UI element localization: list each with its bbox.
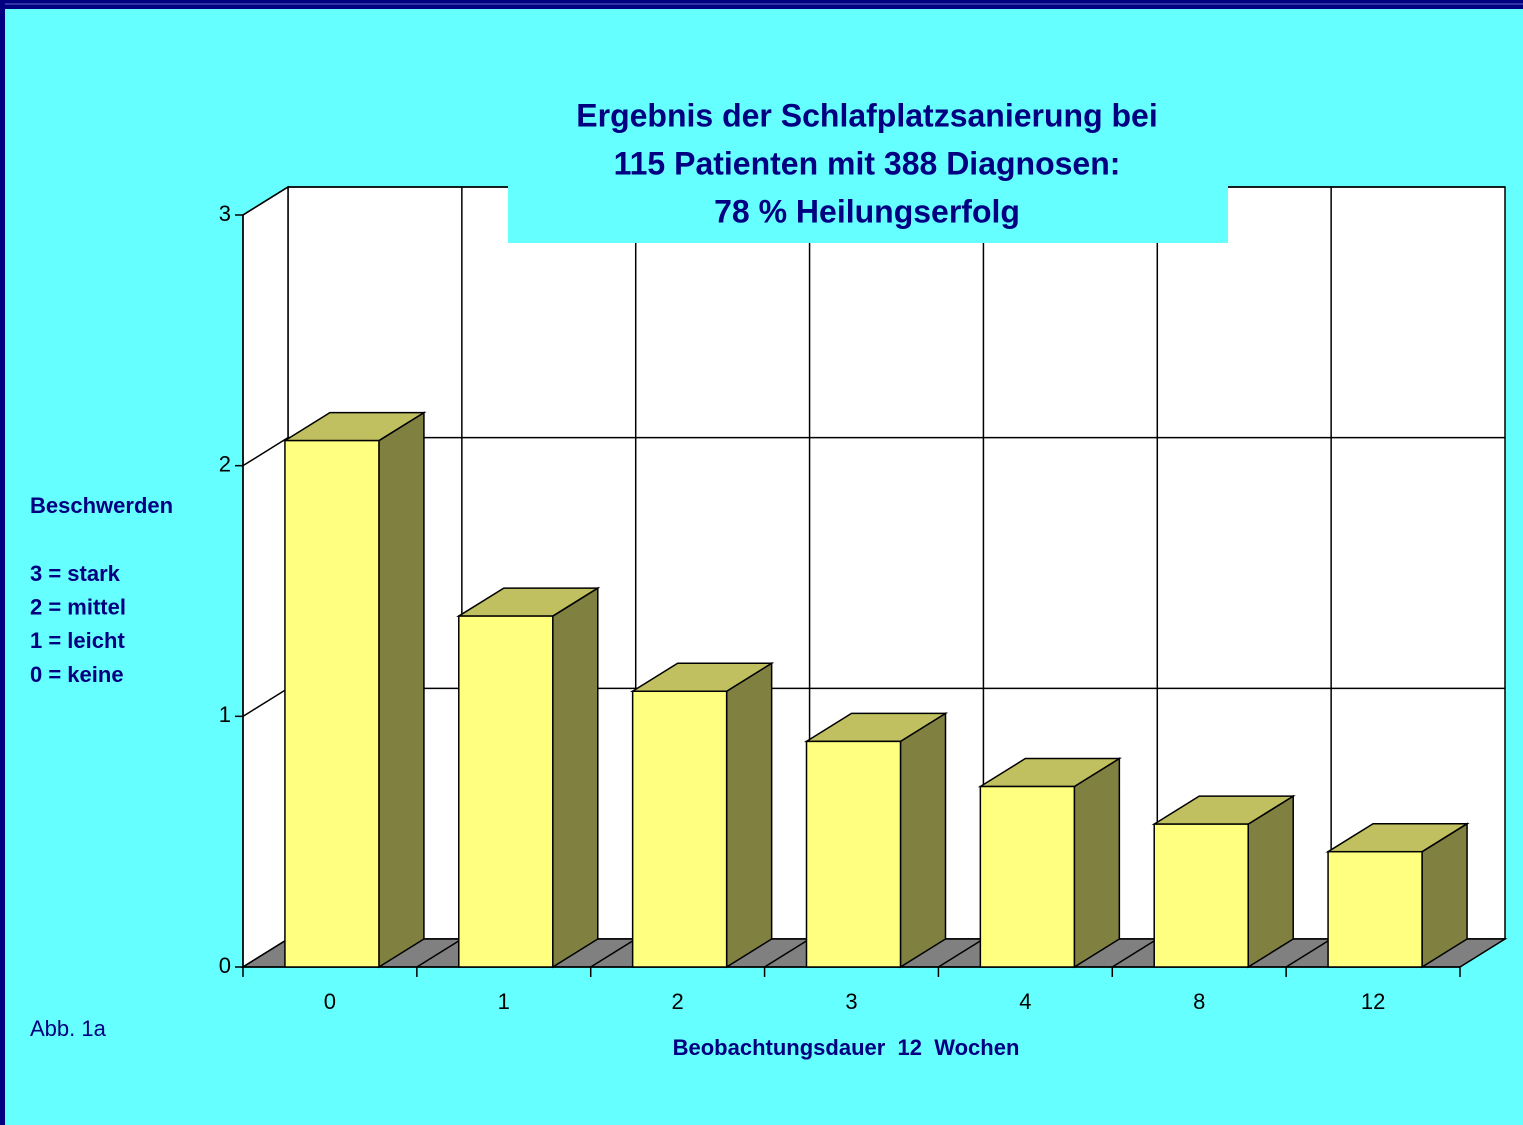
floor-divider (416, 938, 463, 968)
x-tick-label: 2 (672, 989, 684, 1014)
floor-divider (1111, 938, 1158, 968)
scale-note: 2 = mittel (30, 595, 126, 620)
scale-note: 0 = keine (30, 662, 124, 687)
bar (1153, 823, 1249, 968)
x-tick-label: 8 (1193, 989, 1205, 1014)
y-axis-label: Beschwerden (30, 493, 173, 518)
floor-divider (590, 938, 637, 968)
bar (284, 439, 380, 968)
scale-note: 3 = stark (30, 561, 121, 586)
bar-side (552, 586, 599, 969)
grid-line (242, 437, 289, 467)
x-tick-label: 4 (1019, 989, 1031, 1014)
left-border (0, 0, 5, 1125)
y-tick-label: 2 (219, 451, 231, 476)
x-tick-label: 3 (845, 989, 857, 1014)
bar (631, 690, 728, 968)
bar (1327, 850, 1423, 968)
scale-note: 1 = leicht (30, 628, 125, 653)
bar (979, 785, 1076, 968)
grid-line (242, 687, 289, 717)
bar (805, 740, 902, 968)
x-tick-label: 0 (324, 989, 336, 1014)
chart-title: 115 Patienten mit 388 Diagnosen: (614, 145, 1121, 181)
floor-divider (1285, 938, 1332, 968)
bar-side (1247, 794, 1294, 969)
bar-side (899, 712, 947, 969)
side-wall (242, 185, 289, 969)
floor-divider (938, 938, 984, 968)
bar-side (1073, 757, 1121, 969)
chart-title: Ergebnis der Schlafplatzsanierung bei (576, 97, 1157, 133)
y-tick-label: 0 (219, 953, 231, 978)
y-tick-label: 1 (219, 702, 231, 727)
x-tick-label: 12 (1361, 989, 1385, 1014)
bar-side (725, 661, 773, 969)
bar-side (378, 411, 425, 969)
grid-line (242, 186, 289, 216)
caption: Abb. 1a (30, 1016, 107, 1041)
y-tick-label: 3 (219, 201, 231, 226)
floor-divider (764, 938, 810, 968)
chart-title: 78 % Heilungserfolg (714, 193, 1020, 229)
x-tick-label: 1 (498, 989, 510, 1014)
bar (458, 615, 554, 968)
x-axis-label: Beobachtungsdauer 12 Wochen (673, 1035, 1020, 1060)
title-box (508, 85, 1228, 243)
